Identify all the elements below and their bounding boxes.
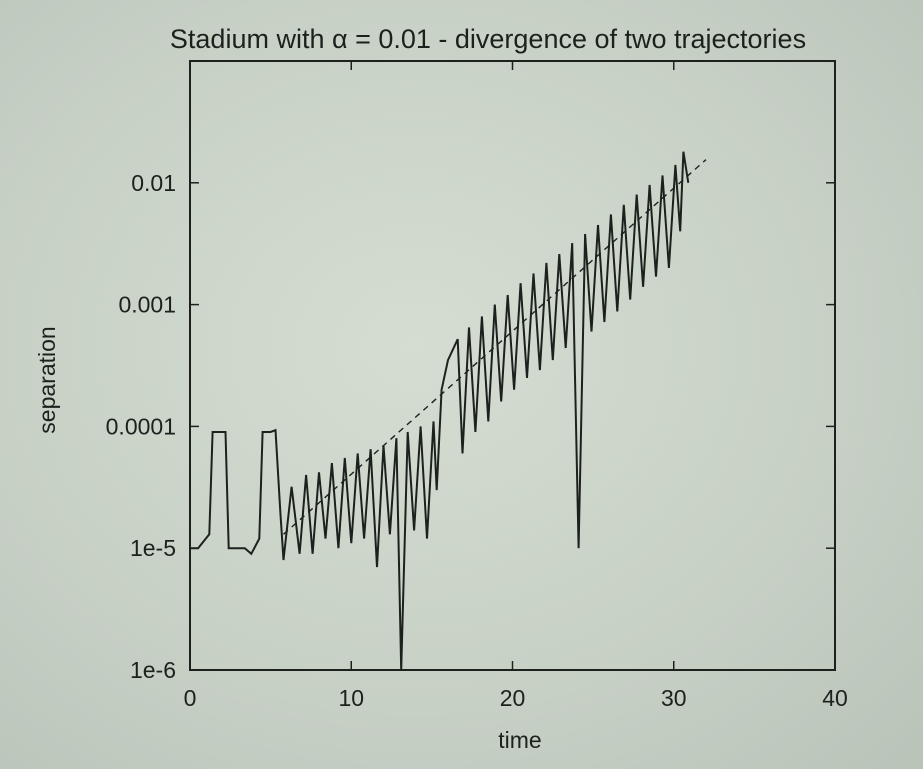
x-tick-label: 40 — [822, 685, 848, 711]
x-tick-label: 10 — [338, 685, 364, 711]
chart-title: Stadium with α = 0.01 - divergence of tw… — [170, 24, 806, 54]
y-tick-label: 1e-5 — [130, 535, 176, 561]
separation-line — [190, 151, 690, 671]
plot-series — [190, 151, 707, 671]
x-axis-label: time — [498, 727, 541, 753]
x-tick-label: 30 — [661, 685, 687, 711]
y-axis: 1e-6 1e-5 0.0001 0.001 0.01 — [106, 170, 835, 683]
y-axis-label: separation — [34, 326, 60, 433]
x-tick-label: 20 — [500, 685, 526, 711]
y-tick-label: 0.0001 — [106, 413, 176, 439]
y-tick-label: 1e-6 — [130, 657, 176, 683]
y-tick-label: 0.001 — [118, 292, 176, 318]
x-axis: 0 10 20 30 40 — [184, 61, 848, 711]
y-tick-label: 0.01 — [131, 170, 176, 196]
x-tick-label: 0 — [184, 685, 197, 711]
